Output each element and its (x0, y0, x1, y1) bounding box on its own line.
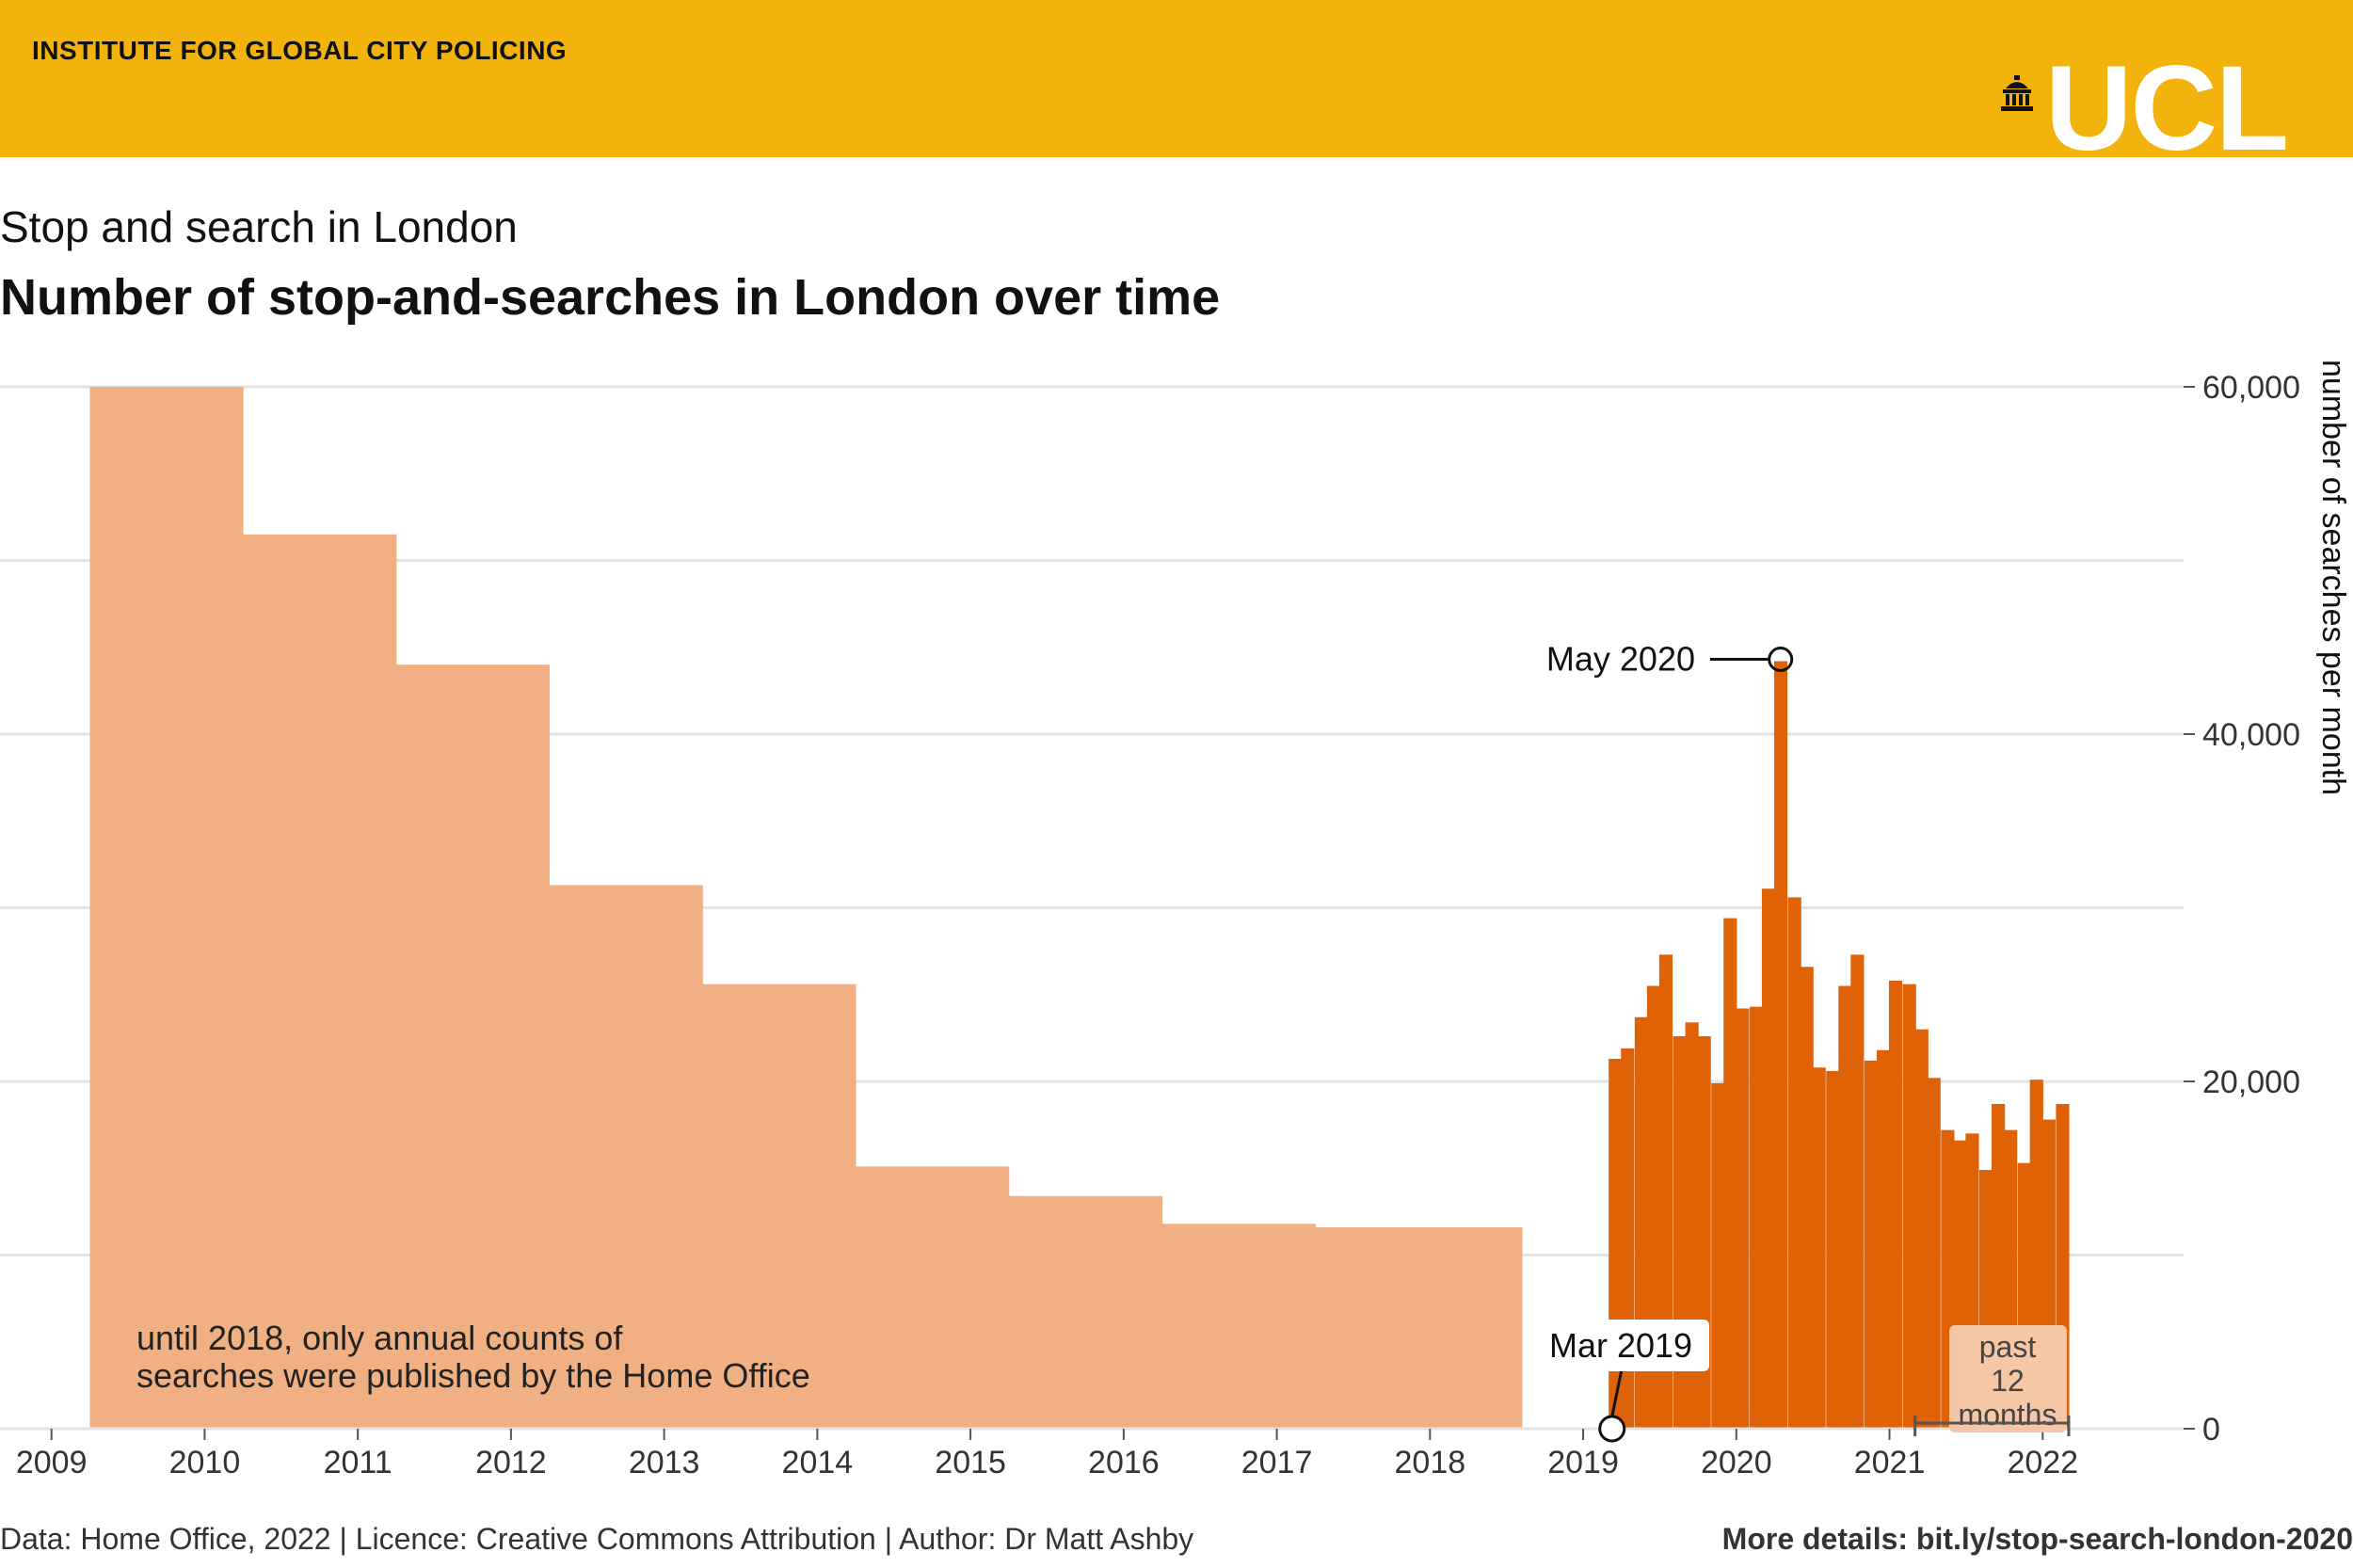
x-tick-label: 2020 (1701, 1445, 1772, 1480)
x-tick-label: 2009 (16, 1445, 88, 1480)
stop-search-chart: 2009 2010 2011 2012 2013 2014 2015 2016 2017 2018… (0, 360, 2351, 1480)
monthly-bar (1864, 1060, 1879, 1429)
institute-name: INSTITUTE FOR GLOBAL CITY POLICING (32, 36, 568, 65)
period-bracket (1913, 1416, 2071, 1436)
chart-subtitle: Stop and search in London (0, 202, 518, 251)
period-line-1: past (1979, 1330, 2037, 1364)
monthly-bar (1787, 897, 1801, 1429)
y-tick-label: 40,000 (2202, 717, 2300, 753)
source-caption: Data: Home Office, 2022 | Licence: Creat… (0, 1522, 1194, 1556)
building-icon (2001, 75, 2033, 111)
period-line-3: months (1959, 1398, 2057, 1432)
annotation-leader (1610, 1368, 1624, 1417)
x-tick-label: 2010 (169, 1445, 241, 1480)
annotation-marker (1598, 1415, 1626, 1443)
chart-title: Number of stop-and-searches in London ov… (0, 269, 1221, 326)
annotation-label: Mar 2019 (1549, 1326, 1692, 1365)
annual-bar (549, 885, 703, 1429)
monthly-bar (1838, 985, 1852, 1429)
monthly-bar (1902, 984, 1916, 1429)
logo-text: UCL (2045, 41, 2289, 176)
monthly-bar (1850, 954, 1865, 1429)
x-tick-label: 2016 (1088, 1445, 1160, 1480)
note-line-1: until 2018, only annual counts of (136, 1319, 623, 1357)
x-tick-label: 2013 (629, 1445, 700, 1480)
note-line-2: searches were published by the Home Offi… (136, 1356, 810, 1395)
annual-bar (395, 664, 551, 1429)
annotation-label: May 2020 (1546, 640, 1695, 679)
monthly-bar (1646, 985, 1661, 1429)
annotations: May 2020 Mar 2019 (1532, 640, 1794, 1443)
annual-bar (856, 1166, 1010, 1429)
monthly-bar (1800, 967, 1814, 1429)
x-tick-label: 2014 (782, 1445, 854, 1480)
annual-bar (89, 387, 244, 1429)
y-tick-label: 60,000 (2202, 370, 2300, 406)
x-tick-label: 2011 (324, 1445, 392, 1480)
axes: 2009 2010 2011 2012 2013 2014 2015 2016 2017 2018… (0, 370, 2300, 1480)
annual-bar (702, 984, 856, 1429)
x-tick-label: 2012 (475, 1445, 547, 1480)
annual-bar (1008, 1195, 1163, 1429)
monthly-bar (1749, 1006, 1764, 1429)
monthly-bar (1812, 1067, 1826, 1429)
monthly-bar (1658, 954, 1673, 1429)
monthly-bar (1773, 661, 1788, 1429)
ucl-logo[interactable]: UCL (2000, 49, 2311, 169)
x-tick-label: 2019 (1547, 1445, 1619, 1480)
monthly-bar (1723, 918, 1737, 1429)
monthly-bar (1761, 888, 1776, 1429)
period-badge-box (1949, 1325, 2067, 1432)
y-tick-label: 0 (2202, 1412, 2220, 1448)
monthly-bar (1927, 1078, 1941, 1429)
y-tick-label: 20,000 (2202, 1064, 2300, 1100)
period-line-2: 12 (1991, 1364, 2025, 1398)
annual-bar (1315, 1226, 1523, 1429)
x-tick-label: 2022 (2007, 1445, 2078, 1480)
annual-bars (89, 387, 1523, 1429)
monthly-bar (1889, 980, 1903, 1429)
header-banner: INSTITUTE FOR GLOBAL CITY POLICING UCL (0, 0, 2353, 169)
monthly-bar (1711, 1082, 1725, 1429)
x-tick-label: 2018 (1395, 1445, 1466, 1480)
annual-bar (1161, 1224, 1316, 1429)
monthly-bar (1826, 1070, 1840, 1429)
annotation-box (1532, 1320, 1709, 1371)
x-tick-label: 2017 (1241, 1445, 1313, 1480)
annual-bar (243, 534, 397, 1429)
x-tick-label: 2021 (1854, 1445, 1926, 1480)
monthly-bar (1876, 1049, 1891, 1429)
monthly-bars (1609, 661, 2070, 1429)
monthly-bar (1736, 1008, 1750, 1429)
monthly-bar (1621, 1048, 1635, 1429)
details-link[interactable]: More details: bit.ly/stop-search-london-… (1721, 1522, 2353, 1556)
period-badge: past 12 months (1913, 1325, 2071, 1436)
monthly-bar (1914, 1029, 1929, 1429)
y-axis-label: number of searches per month (2315, 360, 2351, 795)
x-tick-label: 2015 (935, 1445, 1006, 1480)
